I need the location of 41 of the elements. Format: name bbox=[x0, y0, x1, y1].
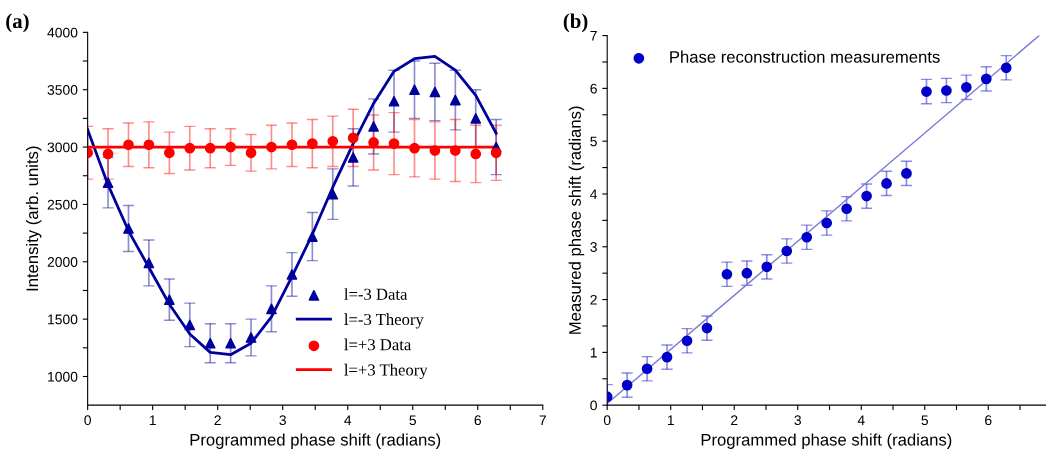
y-tick-label: 1500 bbox=[48, 314, 78, 325]
x-axis-title: Programmed phase shift (radians) bbox=[190, 433, 441, 449]
y-tick-label: 2000 bbox=[47, 257, 78, 267]
y-axis-title: Measured phase shift (radians) bbox=[568, 106, 585, 334]
y-tick-label: 1 bbox=[590, 347, 597, 358]
y-tick-label: 4000 bbox=[47, 27, 78, 38]
legend-label: l=+3 Theory bbox=[344, 363, 428, 379]
x-tick-label: 6 bbox=[474, 415, 482, 426]
x-tick-label: 2 bbox=[214, 415, 221, 425]
y-tick-label: 0 bbox=[590, 400, 597, 411]
y-tick-label: 2 bbox=[590, 294, 597, 305]
legend-label: Phase reconstruction measurements bbox=[670, 50, 940, 63]
y-tick-label: 3000 bbox=[47, 142, 78, 153]
x-tick-label: 4 bbox=[344, 415, 352, 425]
x-tick-label: 2 bbox=[731, 415, 738, 425]
y-tick-label: 7 bbox=[590, 31, 597, 41]
x-tick-label: 1 bbox=[667, 415, 674, 425]
legend-label: l=-3 Theory bbox=[344, 313, 424, 329]
y-tick-label: 2500 bbox=[47, 199, 78, 210]
x-tick-label: 6 bbox=[985, 415, 992, 426]
x-tick-label: 3 bbox=[794, 415, 801, 426]
y-tick-label: 3 bbox=[590, 242, 597, 252]
x-tick-label: 3 bbox=[279, 415, 286, 426]
y-tick-label: 1000 bbox=[48, 371, 78, 382]
y-tick-label: 5 bbox=[590, 136, 597, 147]
y-tick-label: 4 bbox=[590, 189, 598, 200]
x-tick-label: 5 bbox=[921, 415, 929, 426]
y-tick-label: 6 bbox=[590, 83, 597, 94]
y-axis-title: Intensity (arb. units) bbox=[25, 146, 42, 291]
x-tick-label: 0 bbox=[84, 415, 91, 426]
x-tick-label: 5 bbox=[409, 415, 417, 426]
y-tick-label: 3500 bbox=[47, 85, 78, 95]
x-tick-label: 1 bbox=[149, 415, 156, 425]
chart-title: (b) bbox=[563, 13, 588, 33]
x-axis-title: Programmed phase shift (radians) bbox=[701, 433, 952, 449]
legend-label: l=+3 Data bbox=[344, 338, 412, 351]
chart-title: (a) bbox=[6, 13, 29, 33]
x-tick-label: 4 bbox=[857, 415, 865, 425]
legend-label: l=-3 Data bbox=[344, 288, 408, 300]
x-tick-label: 7 bbox=[539, 415, 546, 425]
x-tick-label: 0 bbox=[603, 415, 611, 426]
